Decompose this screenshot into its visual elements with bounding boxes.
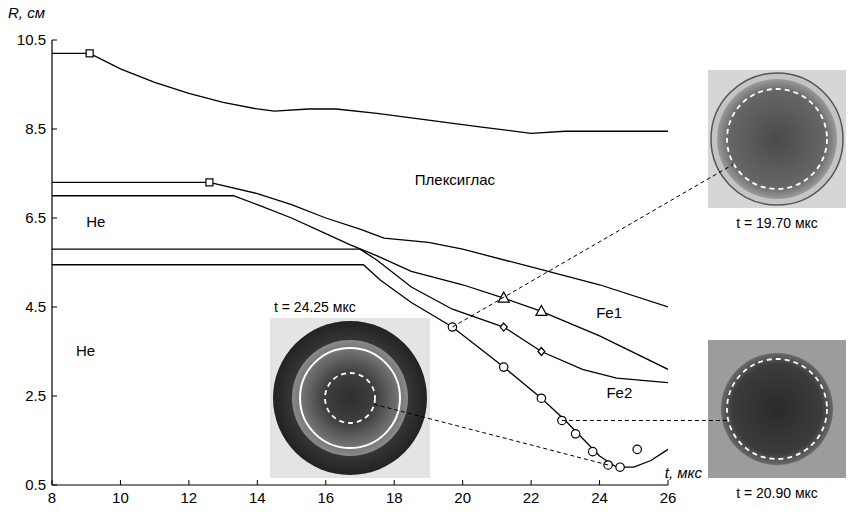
photo-ring xyxy=(711,73,843,205)
x-axis xyxy=(52,484,668,485)
photo-bg xyxy=(270,318,430,478)
x-axis-title: t, мкс xyxy=(665,464,703,481)
marker-circle xyxy=(448,323,456,331)
photo-core xyxy=(721,353,833,465)
leader-line xyxy=(452,164,733,327)
x-tick-label: 24 xyxy=(591,489,608,506)
y-tick-label: 0.5 xyxy=(25,476,46,493)
y-tick-label: 10.5 xyxy=(17,31,46,48)
x-tick-label: 18 xyxy=(386,489,403,506)
photo-bg xyxy=(708,340,846,478)
photo-bg xyxy=(708,70,846,208)
y-tick xyxy=(52,40,57,41)
annotation: He xyxy=(76,342,95,359)
marker-square xyxy=(206,179,213,186)
marker-circle xyxy=(500,363,508,371)
y-tick xyxy=(52,307,57,308)
x-tick-label: 26 xyxy=(660,489,677,506)
marker-square xyxy=(86,50,93,57)
x-tick xyxy=(531,480,532,485)
annotation: He xyxy=(86,213,105,230)
x-tick xyxy=(325,480,326,485)
y-tick-label: 4.5 xyxy=(25,298,46,315)
y-axis-title: R, см xyxy=(8,4,45,21)
y-tick-label: 2.5 xyxy=(25,387,46,404)
leader-line xyxy=(562,420,728,421)
marker-triangle xyxy=(536,305,547,315)
photo-ring xyxy=(273,321,427,475)
x-tick-label: 20 xyxy=(454,489,471,506)
x-tick-label: 12 xyxy=(181,489,198,506)
x-tick xyxy=(599,480,600,485)
x-tick-label: 22 xyxy=(523,489,540,506)
x-tick-label: 8 xyxy=(48,489,56,506)
photo-core xyxy=(292,340,408,456)
x-tick xyxy=(462,480,463,485)
y-tick-label: 8.5 xyxy=(25,120,46,137)
x-tick xyxy=(120,480,121,485)
marker-diamond xyxy=(500,323,507,331)
annotation: Fe1 xyxy=(596,304,622,321)
x-tick xyxy=(188,480,189,485)
photo xyxy=(270,318,430,478)
photo-dashed-circle xyxy=(727,89,827,189)
marker-circle xyxy=(633,445,641,453)
marker-diamond xyxy=(538,348,545,356)
y-axis xyxy=(51,40,52,485)
annotation: Fe2 xyxy=(606,384,632,401)
curve xyxy=(52,182,668,307)
x-tick-label: 14 xyxy=(249,489,266,506)
photo xyxy=(708,340,846,478)
x-tick xyxy=(394,480,395,485)
leader-line xyxy=(374,404,608,465)
photo xyxy=(708,70,846,208)
photo-dashed-circle xyxy=(325,373,375,423)
y-tick xyxy=(52,396,57,397)
photo-label: t = 19.70 мкс xyxy=(736,215,818,231)
x-tick-label: 16 xyxy=(317,489,334,506)
photo-label: t = 20.90 мкс xyxy=(736,485,818,501)
x-tick xyxy=(257,480,258,485)
x-tick xyxy=(52,480,53,485)
plot-marks xyxy=(52,50,668,472)
y-tick xyxy=(52,129,57,130)
y-tick-label: 6.5 xyxy=(25,209,46,226)
marker-circle xyxy=(537,394,545,402)
y-tick xyxy=(52,218,57,219)
curve xyxy=(52,53,668,133)
photo-circle xyxy=(300,348,400,448)
marker-circle xyxy=(589,447,597,455)
photo-core xyxy=(717,79,837,199)
marker-circle xyxy=(616,463,624,471)
x-tick-label: 10 xyxy=(112,489,129,506)
marker-circle xyxy=(571,430,579,438)
curve xyxy=(52,265,668,467)
annotation: Плексиглас xyxy=(415,171,496,188)
photo-label: t = 24.25 мкс xyxy=(274,299,356,315)
y-tick xyxy=(52,485,57,486)
photo-dashed-circle xyxy=(727,359,827,459)
chart: 8 10 12 14 16 18 20 22 24 26 0.5 2.5 4.5 6.5 8.5 10.5 R,… xyxy=(0,0,850,515)
